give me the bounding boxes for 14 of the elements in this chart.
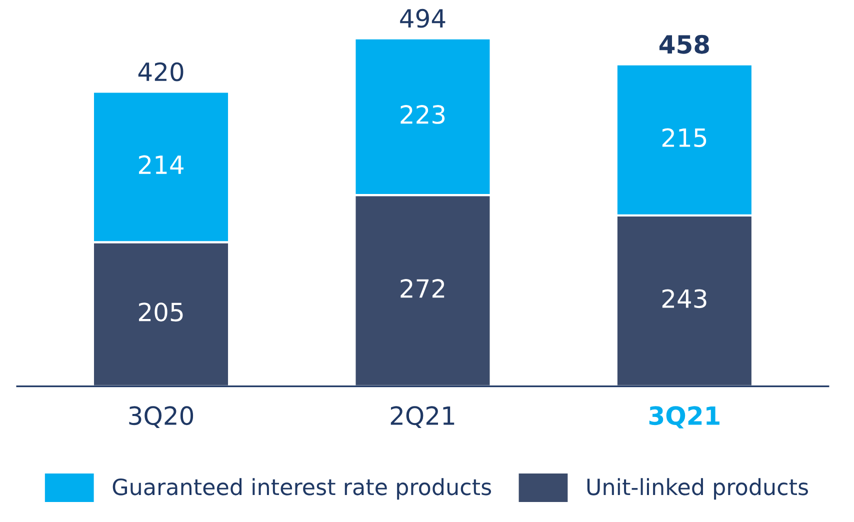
data-label: 205: [138, 302, 183, 322]
total-label: 420: [138, 62, 184, 82]
legend-label: Unit-linked products: [587, 478, 808, 500]
data-label: 214: [138, 155, 184, 174]
x-tick-label: 3Q21: [649, 406, 720, 428]
x-tick-label: 3Q20: [129, 406, 194, 428]
total-label: 458: [659, 34, 709, 54]
total-label: 494: [400, 8, 446, 28]
data-label: 272: [400, 279, 444, 298]
data-label: 223: [400, 105, 445, 124]
data-label: 243: [662, 289, 706, 308]
legend-label: Guaranteed interest rate products: [112, 478, 492, 500]
x-tick-label: 2Q21: [390, 406, 454, 428]
data-label: 215: [662, 128, 706, 148]
